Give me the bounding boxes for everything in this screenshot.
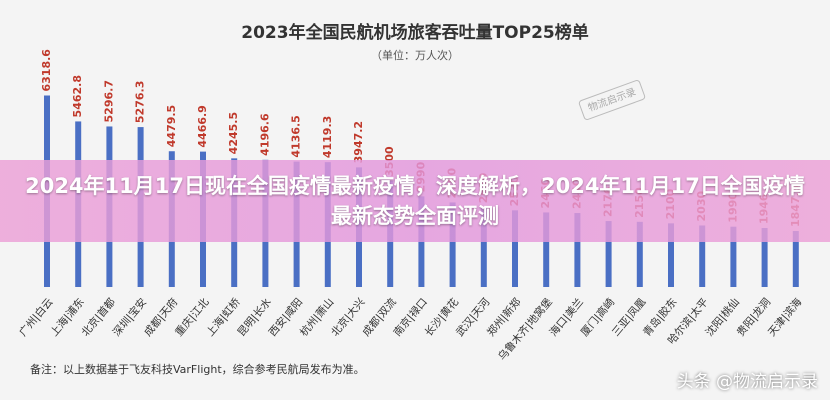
value-label: 5276.3: [134, 81, 147, 123]
headline-banner: 2024年11月17日现在全国疫情最新疫情，深度解析，2024年11月17日全国…: [0, 160, 830, 242]
bar: [730, 226, 737, 287]
bar: [480, 207, 487, 287]
watermark: 头条 @物流启示录: [676, 372, 818, 392]
value-label: 6318.6: [40, 49, 53, 92]
bar: [668, 223, 674, 287]
headline: 2024年11月17日现在全国疫情最新疫情，深度解析，2024年11月17日全国…: [25, 174, 805, 228]
chart-title: 2023年全国民航机场旅客吞吐量TOP25榜单: [241, 22, 588, 43]
bar: [699, 225, 706, 287]
value-label: 5296.7: [102, 80, 115, 122]
stamp-border: [578, 80, 646, 120]
value-label: 4136.5: [290, 115, 303, 157]
value-label: 4196.6: [258, 113, 271, 156]
value-label: 4119.3: [321, 116, 334, 158]
bar: [543, 212, 550, 287]
bar: [449, 202, 456, 287]
bar: [605, 221, 612, 287]
bar: [512, 210, 518, 287]
value-label: 4245.5: [227, 112, 240, 154]
value-label: 5462.8: [71, 75, 84, 117]
value-label: 3947.2: [352, 121, 365, 163]
bar: [636, 221, 643, 287]
chart-subtitle: （单位：万人次）: [371, 48, 459, 62]
footnote: 备注：以上数据基于飞友科技VarFlight，综合参考民航局发布为准。: [30, 362, 365, 376]
value-label: 4466.9: [196, 105, 209, 147]
bar: [574, 213, 581, 287]
value-label: 4479.5: [165, 105, 178, 147]
bar: [792, 231, 799, 287]
bar: [761, 228, 768, 287]
